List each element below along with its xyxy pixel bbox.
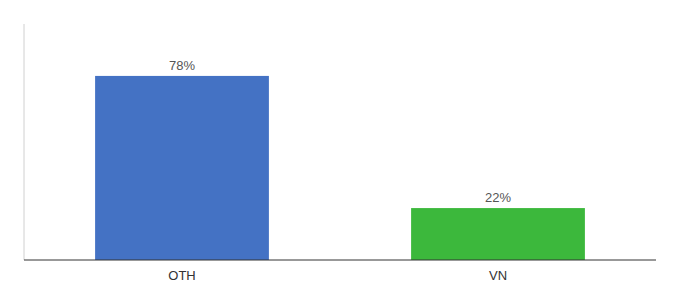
bar: [411, 208, 585, 260]
bar: [95, 76, 269, 260]
y-axis-line: [24, 24, 25, 260]
x-tick-label: VN: [489, 268, 507, 283]
data-label: 78%: [169, 58, 195, 73]
x-tick-label: OTH: [168, 268, 195, 283]
data-label: 22%: [485, 190, 511, 205]
bars: [95, 76, 585, 260]
chart: OTH VN 78% 22%: [0, 0, 680, 300]
x-axis-line: [24, 260, 656, 261]
